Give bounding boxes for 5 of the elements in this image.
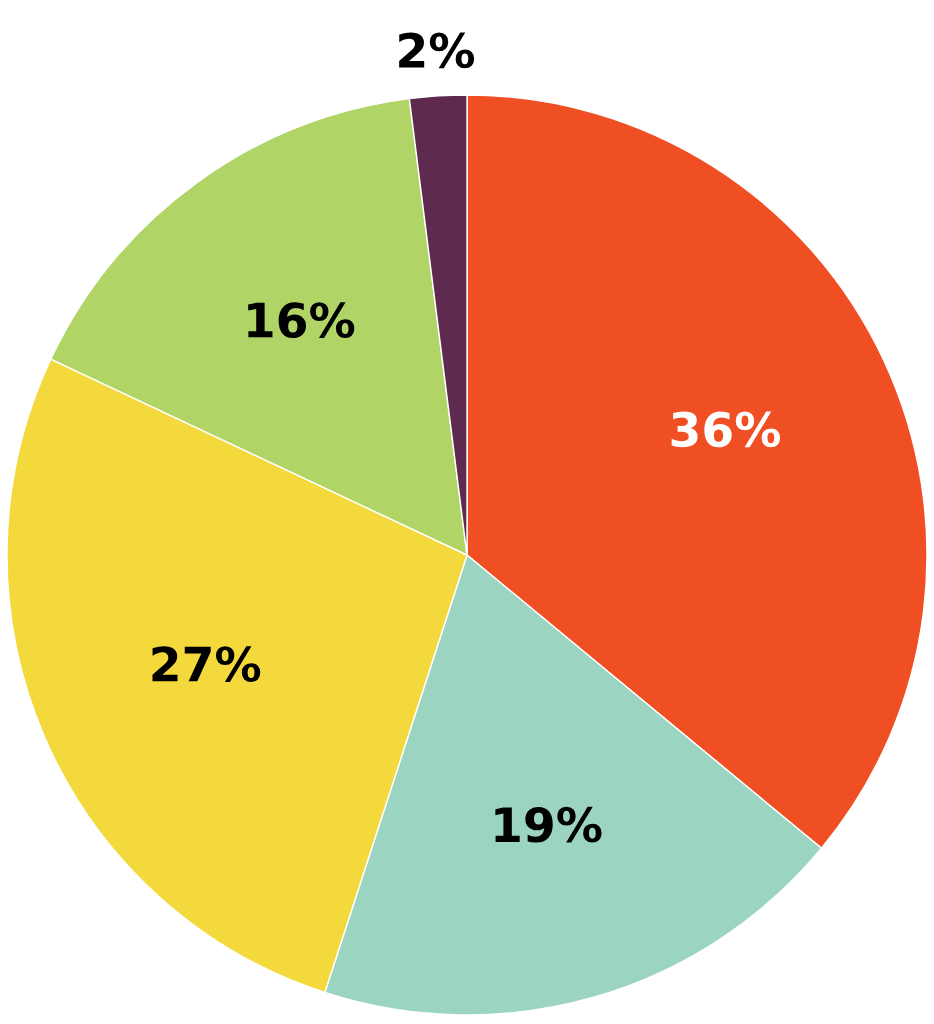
data-label: 19% [495,806,602,843]
data-label: 36% [671,411,781,448]
data-label: 16% [248,302,355,338]
data-label: 27% [152,646,261,682]
data-label: 2% [399,32,475,69]
